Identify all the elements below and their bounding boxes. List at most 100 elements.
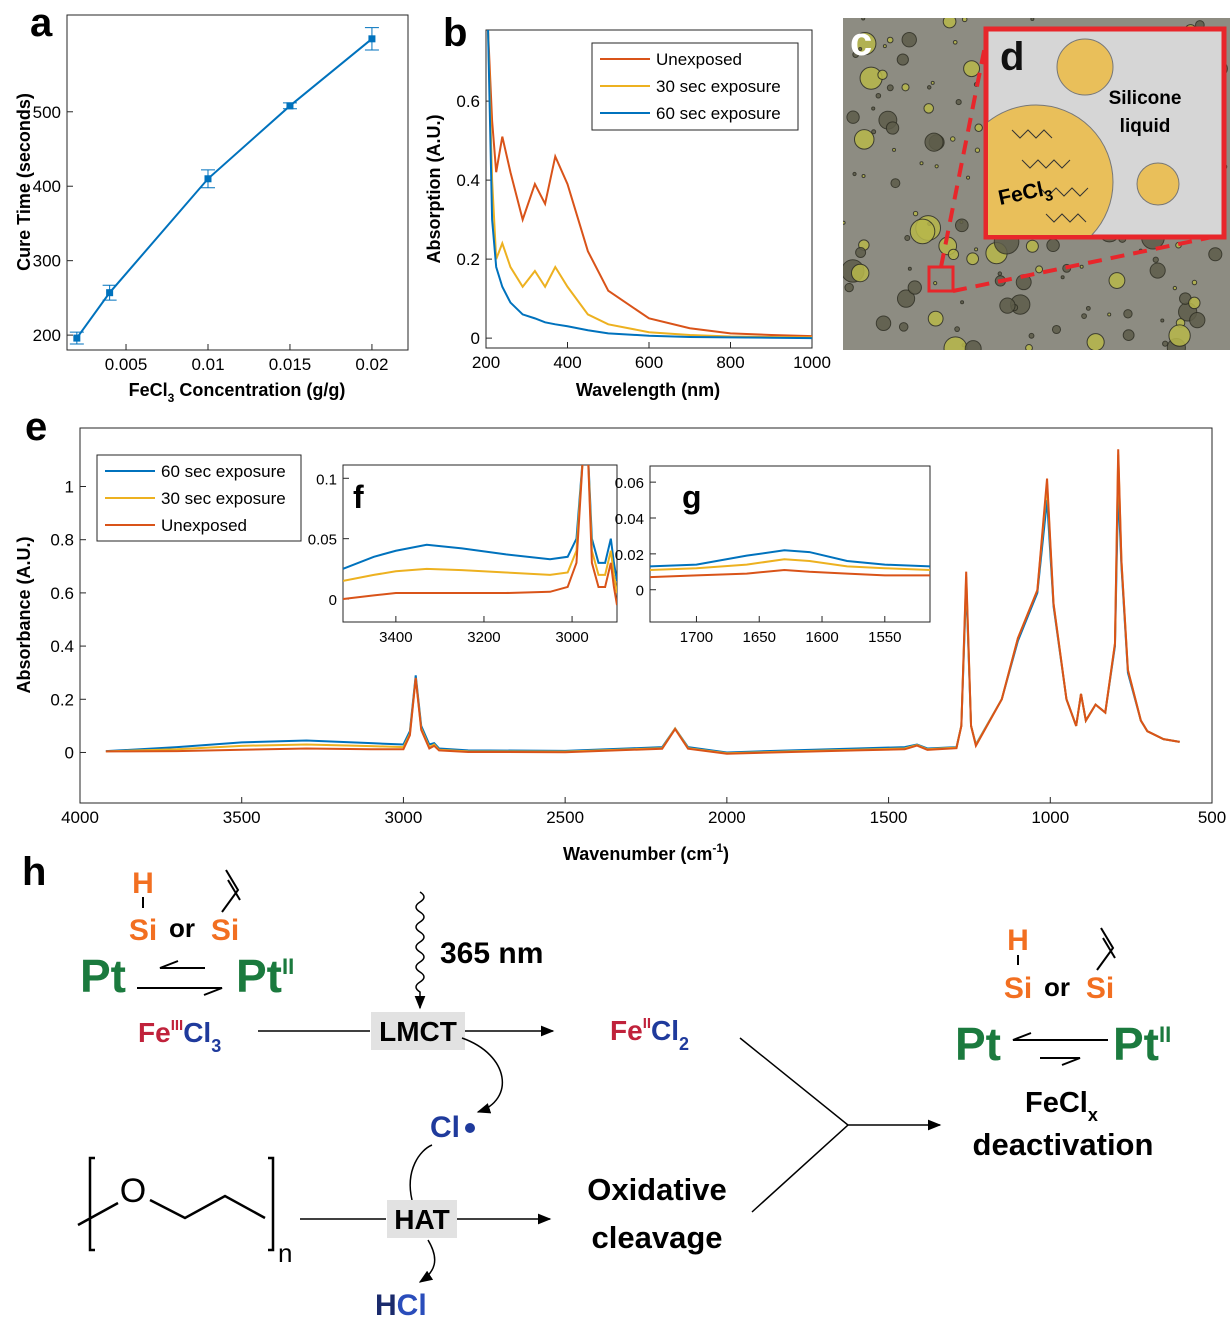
droplet	[1085, 305, 1091, 311]
plot	[487, 30, 812, 340]
zoom-lines	[939, 30, 1223, 293]
panel-label: g	[682, 479, 702, 515]
atom: Si	[211, 914, 239, 947]
series-line	[487, 30, 812, 338]
droplet	[950, 136, 956, 142]
droplet	[901, 83, 910, 92]
series-line	[487, 30, 812, 340]
atom: H	[1007, 924, 1029, 957]
droplet	[892, 147, 897, 152]
y-tick-label: 0.05	[308, 532, 337, 549]
y-tick-label: 0.6	[50, 584, 74, 603]
fe: Fe	[610, 1015, 643, 1046]
panel-label: e	[25, 405, 47, 449]
y-tick-label: 0	[636, 583, 644, 600]
chart: 3400 3200 3000 0 0.05 0.1 f	[308, 464, 618, 646]
droplet	[966, 175, 971, 180]
droplet	[907, 280, 922, 295]
series-line	[650, 568, 930, 579]
chart: 0.005 0.01 0.015 0.02 200 300 400 500 a FeCl3 Con…	[14, 1, 409, 405]
legend-label: 60 sec exposure	[656, 104, 781, 123]
droplet	[1086, 333, 1105, 350]
cl: Cl	[651, 1015, 679, 1046]
droplet	[954, 218, 969, 233]
droplet	[904, 235, 911, 241]
inset-label: Silicone	[1109, 88, 1182, 109]
droplet	[964, 340, 982, 350]
x-tick-label: 600	[635, 353, 663, 372]
x-tick-label: 1600	[805, 629, 838, 646]
oxidation-state: II	[643, 1015, 651, 1032]
conjunction: or	[1044, 972, 1070, 1002]
radical-dot	[465, 1123, 475, 1133]
droplet	[1149, 262, 1166, 279]
inset-d: d Silicone liquid FeCl3	[983, 26, 1227, 240]
x-tick-label: 0.015	[269, 355, 312, 374]
droplet	[974, 147, 981, 153]
x-tick-label: 500	[1198, 808, 1226, 827]
droplet	[1191, 279, 1198, 286]
radical: Cl	[430, 1111, 460, 1144]
droplet	[974, 247, 979, 252]
fe: Fe	[138, 1017, 171, 1048]
oxidation-state: II	[282, 954, 294, 979]
step-label: HAT	[394, 1204, 449, 1235]
droplet	[1136, 162, 1180, 206]
droplet	[871, 129, 877, 135]
fecl3: FeIIICl3	[138, 1017, 221, 1056]
droplet	[1079, 264, 1084, 269]
chart: 200 400 600 800 1000 0 0.2 0.4 0.6 Unexposed 30 se…	[424, 11, 831, 400]
droplet	[875, 315, 892, 331]
droplet	[961, 18, 968, 23]
droplet	[877, 69, 888, 81]
droplet	[1051, 324, 1062, 335]
droplet	[1107, 312, 1112, 317]
droplet	[896, 53, 909, 66]
oxidation-state: II	[1159, 1022, 1171, 1047]
subscript: x	[1088, 1105, 1098, 1125]
step-box	[387, 1200, 457, 1238]
atom: Si	[1086, 972, 1114, 1005]
plot	[105, 449, 1180, 755]
droplet	[1046, 238, 1060, 252]
x-tick-label: 3200	[467, 629, 500, 646]
y-axis-label: Absorbance (A.U.)	[14, 536, 34, 693]
droplet	[924, 132, 944, 152]
droplet	[997, 271, 1003, 276]
droplet	[912, 210, 919, 217]
vinyl-bond	[1096, 927, 1116, 971]
droplet	[1172, 285, 1178, 291]
h: H	[375, 1289, 397, 1318]
label-part: Concentration (g/g)	[174, 380, 345, 400]
x-tick-label: 1650	[743, 629, 776, 646]
droplet	[943, 336, 968, 350]
droplet	[886, 36, 894, 44]
equilibrium-arrows	[137, 960, 223, 996]
y-tick-label: 1	[65, 478, 74, 497]
label-part: Wavenumber (cm	[563, 844, 712, 864]
conjunction: or	[169, 913, 195, 943]
droplet	[882, 44, 887, 49]
y-tick-label: 0.2	[50, 690, 74, 709]
plot-area	[649, 465, 931, 623]
droplet	[947, 248, 960, 261]
y-tick-label: 0	[65, 743, 74, 762]
x-tick-label: 0.01	[191, 355, 224, 374]
droplet	[960, 300, 965, 305]
subscript: 2	[679, 1034, 689, 1054]
product: cleavage	[592, 1220, 723, 1255]
x-tick-label: 0.02	[355, 355, 388, 374]
x-tick-label: 1000	[1031, 808, 1069, 827]
scheme: h H Si or Si Pt PtII FeIIICl3 365 nm LMC…	[22, 850, 1171, 1318]
y-axis-label: Absorption (A.U.)	[424, 115, 444, 264]
y-tick-label: 0	[329, 592, 337, 609]
x-tick-label: 3400	[379, 629, 412, 646]
droplet	[1081, 313, 1087, 319]
polymer-chains	[1011, 129, 1089, 223]
fecl2: FeIICl2	[610, 1015, 689, 1054]
repeat-unit: n	[278, 1238, 292, 1268]
droplet	[855, 246, 867, 258]
droplet-label-sub: 3	[1043, 187, 1055, 205]
